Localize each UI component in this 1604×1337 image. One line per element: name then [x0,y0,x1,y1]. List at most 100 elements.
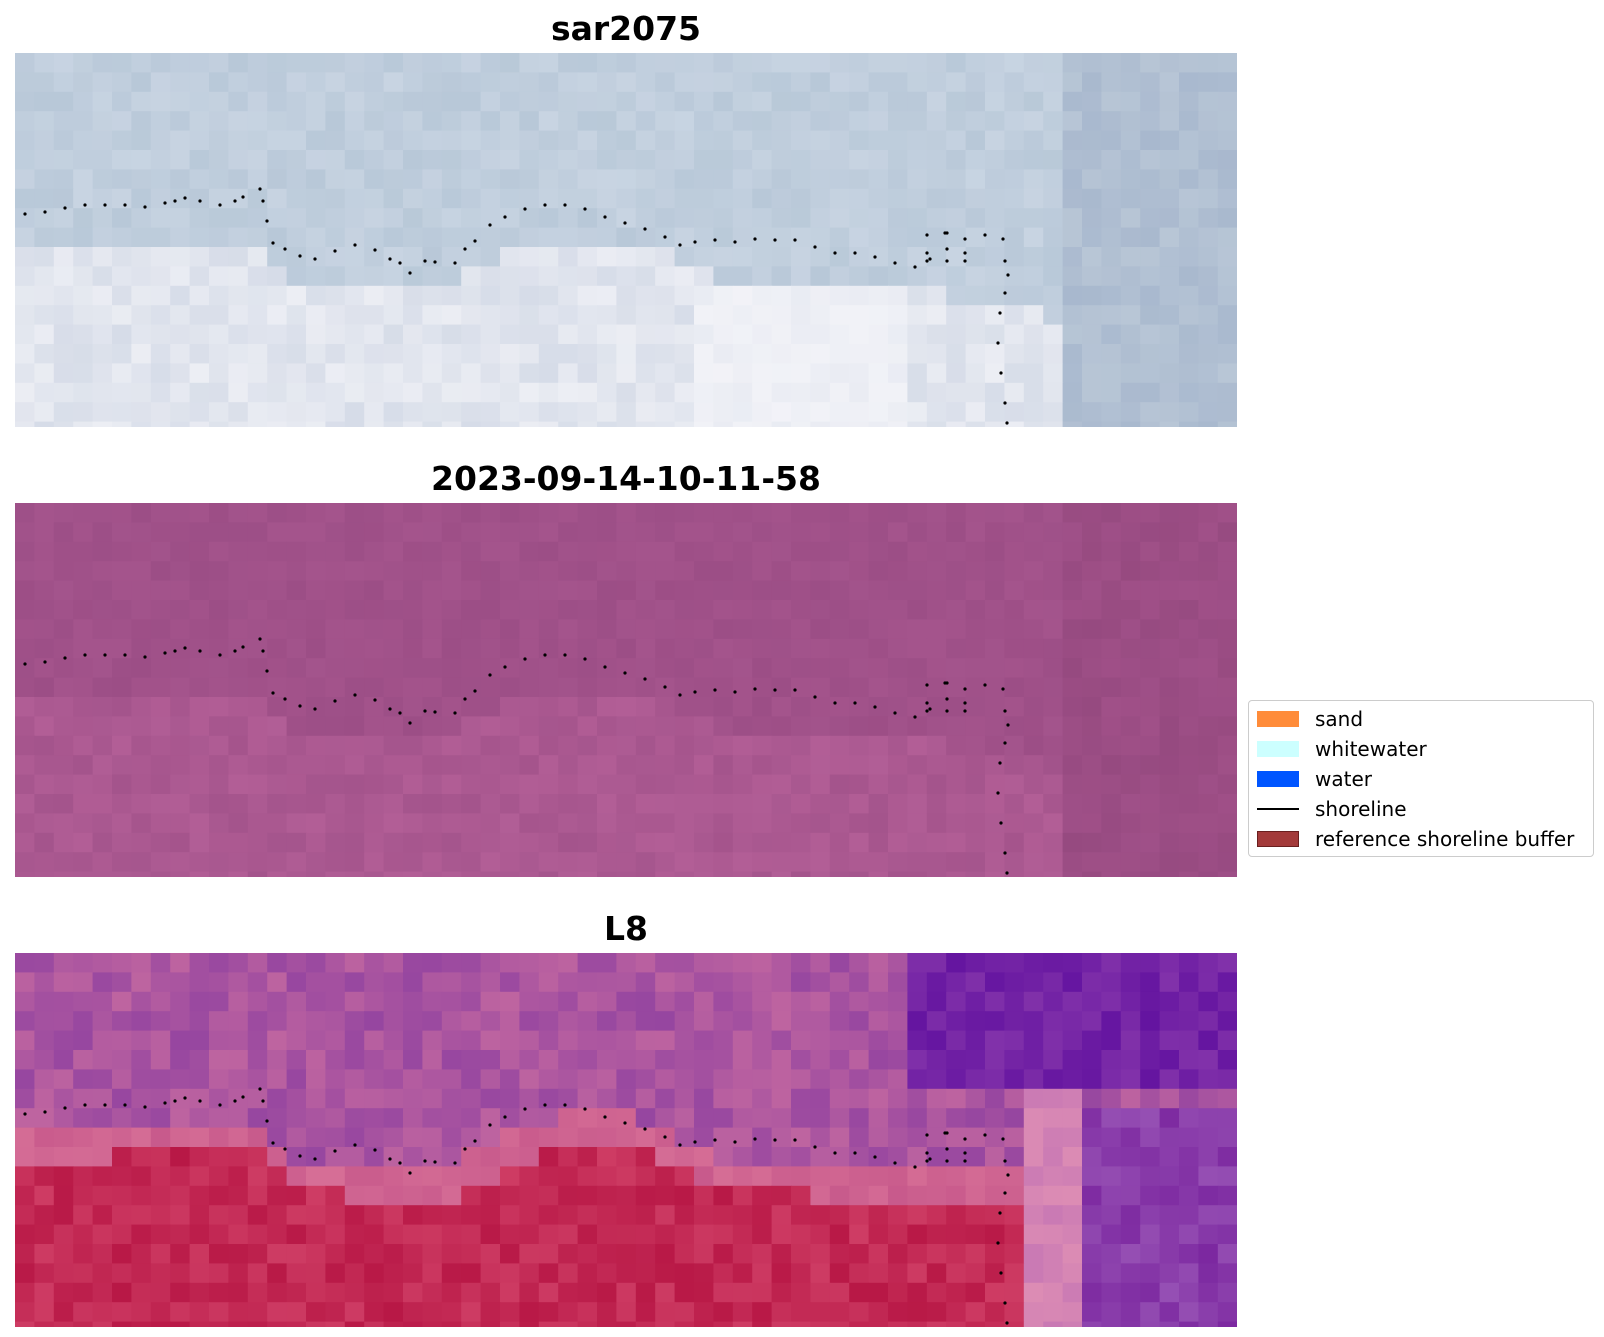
legend-label-whitewater: whitewater [1315,737,1427,761]
shoreline-point [333,699,337,703]
shoreline-point [333,1149,337,1153]
shoreline-point [453,711,457,715]
shoreline-point [198,199,202,203]
shoreline-point [103,203,107,207]
shoreline-point [313,257,317,261]
shoreline-point [678,243,682,247]
shoreline-point [488,673,492,677]
shoreline-point [1003,851,1007,855]
shoreline-point [353,1143,357,1147]
shoreline-point [261,649,265,653]
shoreline-point [1003,709,1007,713]
shoreline-point [963,259,967,263]
image-panel-sar [15,53,1237,427]
shoreline-point [583,207,587,211]
shoreline-point [873,1155,877,1159]
shoreline-point [925,709,929,713]
shoreline-point [983,683,987,687]
shoreline-point [473,1139,477,1143]
shoreline-point [43,660,47,664]
shoreline-point [1003,401,1007,405]
legend-swatch-water [1257,771,1299,787]
shoreline-point [43,210,47,214]
shoreline-point [261,199,265,203]
shoreline-point [433,710,437,714]
shoreline-point [963,701,967,705]
shoreline-point [893,261,897,265]
shoreline-point [388,257,392,261]
shoreline-point [123,653,127,657]
legend-swatch-sand [1257,711,1299,727]
shoreline-point [83,1103,87,1107]
shoreline-point [408,721,412,725]
shoreline-point [945,697,949,701]
shoreline-point [893,711,897,715]
shoreline-point [543,653,547,657]
shoreline-point [353,243,357,247]
shoreline-point [963,251,967,255]
shoreline-point [563,203,567,207]
shoreline-point [853,251,857,255]
shoreline-point [663,1135,667,1139]
shoreline-point [813,695,817,699]
shoreline-point [663,235,667,239]
shoreline-point [945,681,949,685]
shoreline-point [265,219,269,223]
shoreline-point [693,240,697,244]
shoreline-point [713,688,717,692]
shoreline-point [333,249,337,253]
shoreline-point [925,1159,929,1163]
legend-swatch-shoreline [1257,808,1299,810]
legend-item-sand: sand [1257,707,1363,731]
image-panel-l8 [15,953,1237,1327]
shoreline-point [1001,1137,1005,1141]
shoreline-point [833,701,837,705]
shoreline-point [1006,273,1010,277]
l8-image [15,953,1237,1327]
shoreline-point [241,1095,245,1099]
legend-item-shoreline: shoreline [1257,797,1407,821]
shoreline-point [996,341,1000,345]
shoreline-point [283,1147,287,1151]
shoreline-point [983,1133,987,1137]
shoreline-point [1001,237,1005,241]
shoreline-point [1006,723,1010,727]
shoreline-point [298,704,302,708]
shoreline-point [283,697,287,701]
shoreline-point [83,203,87,207]
shoreline-point [1003,1191,1007,1195]
shoreline-point [693,1140,697,1144]
shoreline-point [1003,1159,1007,1163]
legend-swatch-reference-buffer [1257,831,1299,847]
shoreline-point [23,212,27,216]
shoreline-point [103,1103,107,1107]
shoreline-point [928,1157,932,1161]
shoreline-point [999,821,1003,825]
shoreline-point [463,697,467,701]
shoreline-point [793,238,797,242]
shoreline-point [663,685,667,689]
shoreline-point [143,1105,147,1109]
shoreline-point [733,690,737,694]
shoreline-point [996,791,1000,795]
shoreline-point [999,371,1003,375]
shoreline-point [753,1137,757,1141]
shoreline-point [928,707,932,711]
rgb-image [15,503,1237,877]
shoreline-point [583,657,587,661]
panel-title-date: 2023-09-14-10-11-58 [431,459,821,498]
shoreline-point [678,693,682,697]
shoreline-point [423,259,427,263]
shoreline-point [925,259,929,263]
shoreline-point [271,691,275,695]
shoreline-point [433,260,437,264]
shoreline-point [623,1121,627,1125]
shoreline-point [963,1159,967,1163]
shoreline-point [63,1106,67,1110]
shoreline-point [271,1141,275,1145]
shoreline-point [143,655,147,659]
shoreline-point [103,653,107,657]
shoreline-dots [23,187,1010,425]
shoreline-point [373,698,377,702]
shoreline-point [773,238,777,242]
